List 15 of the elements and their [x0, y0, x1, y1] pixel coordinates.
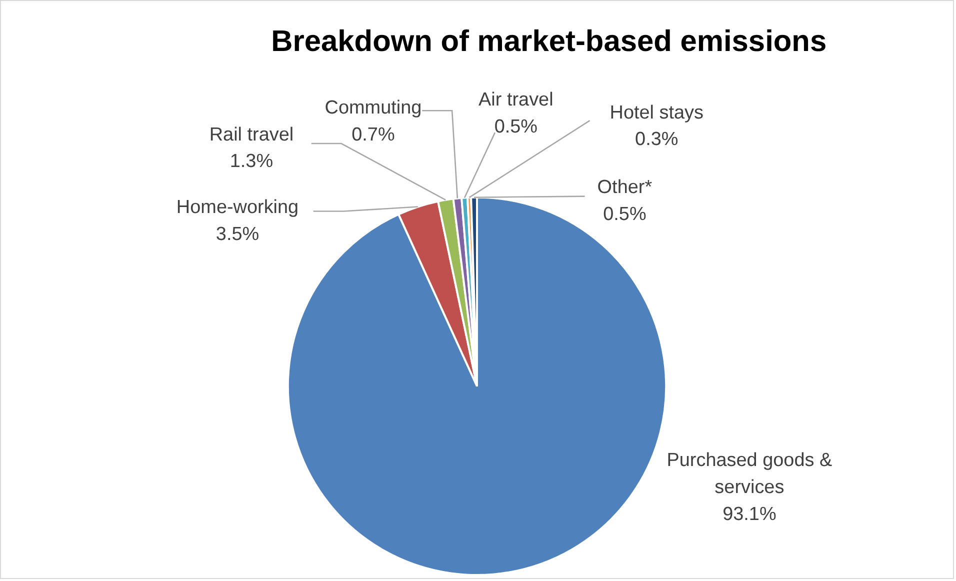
data-label: 0.5% [603, 204, 646, 225]
slice-label: Air travel [478, 89, 554, 110]
slice-label: Hotel stays [610, 102, 704, 124]
data-label: 3.5% [216, 224, 260, 245]
slice-label: Other* [597, 177, 653, 198]
data-label: 93.1% [722, 504, 776, 525]
slice-label: Commuting [324, 97, 422, 118]
data-label: 1.3% [230, 151, 274, 172]
data-label: 0.7% [352, 124, 395, 146]
chart-title: Breakdown of market-based emissions [271, 25, 827, 58]
data-label: 0.3% [635, 129, 678, 150]
slice-label: Purchased goods & services [666, 450, 832, 498]
slice-label: Rail travel [209, 124, 294, 146]
data-label: 0.5% [494, 116, 538, 138]
slice-label: Home-working [176, 197, 299, 218]
